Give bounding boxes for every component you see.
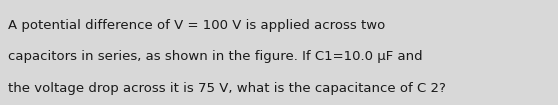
Text: capacitors in series, as shown in the figure. If C1=10.0 μF and: capacitors in series, as shown in the fi… (8, 50, 423, 63)
Text: A potential difference of V = 100 V is applied across two: A potential difference of V = 100 V is a… (8, 19, 386, 32)
Text: the voltage drop across it is 75 V, what is the capacitance of C 2?: the voltage drop across it is 75 V, what… (8, 82, 446, 95)
